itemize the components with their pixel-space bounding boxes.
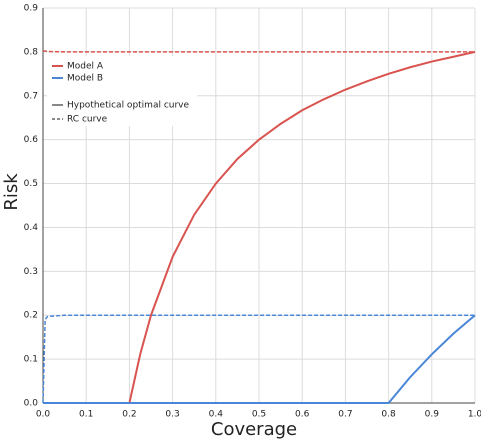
y-tick-label: 0.8 bbox=[24, 47, 39, 57]
x-axis-label: Coverage bbox=[211, 419, 297, 440]
x-tick-label: 1.0 bbox=[468, 410, 481, 420]
x-tick-label: 0.3 bbox=[165, 410, 179, 420]
legend-bg bbox=[47, 56, 197, 126]
optimal-curve bbox=[43, 314, 476, 404]
rc-curve bbox=[42, 314, 475, 404]
legend-label: Model A bbox=[67, 62, 104, 72]
x-tick-label: 0.1 bbox=[79, 410, 93, 420]
y-tick-label: 0.4 bbox=[24, 223, 39, 233]
y-tick-label: 0.6 bbox=[24, 135, 39, 145]
x-tick-label: 0.5 bbox=[252, 410, 266, 420]
y-tick-label: 0.5 bbox=[24, 179, 38, 189]
x-tick-label: 0.0 bbox=[36, 410, 51, 420]
y-tick-label: 0.0 bbox=[24, 399, 39, 409]
y-tick-label: 0.7 bbox=[24, 91, 38, 101]
x-tick-label: 0.2 bbox=[122, 410, 136, 420]
rc-curve bbox=[43, 50, 475, 53]
x-tick-label: 0.6 bbox=[295, 410, 310, 420]
x-tick-label: 0.4 bbox=[209, 410, 224, 420]
y-tick-label: 0.2 bbox=[24, 311, 38, 321]
legend: Model A Model B Hypothetical optimal curve… bbox=[52, 62, 190, 125]
legend-label: Hypothetical optimal curve bbox=[67, 101, 190, 111]
x-tick-label: 0.8 bbox=[381, 410, 396, 420]
y-tick-label: 0.1 bbox=[24, 355, 38, 365]
x-tick-label: 0.9 bbox=[425, 410, 440, 420]
x-tick-label: 0.7 bbox=[338, 410, 352, 420]
legend-label: Model B bbox=[67, 74, 103, 84]
y-axis-label: Risk bbox=[1, 173, 22, 211]
y-tick-label: 0.3 bbox=[24, 267, 38, 277]
y-tick-label: 0.9 bbox=[24, 4, 39, 14]
legend-label: RC curve bbox=[67, 115, 108, 125]
lines bbox=[42, 50, 476, 404]
